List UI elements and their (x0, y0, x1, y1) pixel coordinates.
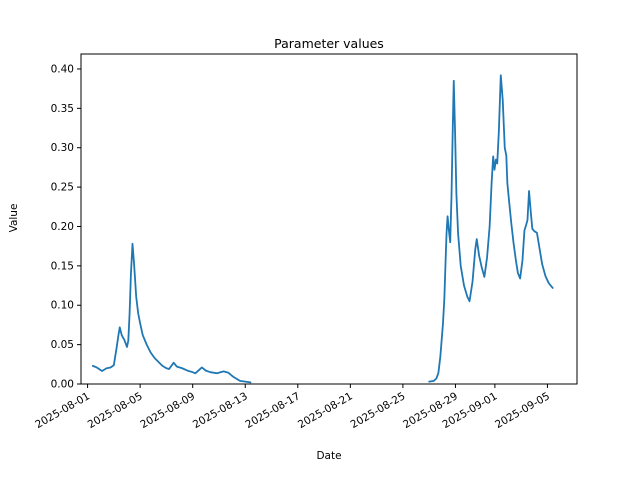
y-tick-label: 0.40 (51, 63, 74, 75)
y-tick-label: 0.20 (51, 221, 74, 233)
x-tick-label: 2025-09-05 (493, 390, 552, 431)
y-tick-label: 0.30 (51, 142, 74, 154)
y-axis-label: Value (8, 203, 20, 233)
data-line (428, 74, 554, 383)
x-tick-label: 2025-08-17 (243, 390, 302, 431)
data-line (91, 242, 252, 384)
y-tick-label: 0.15 (51, 260, 74, 272)
x-tick-label: 2025-08-25 (349, 390, 408, 431)
x-axis-label: Date (316, 450, 342, 462)
y-tick-label: 0.35 (51, 103, 74, 115)
x-tick-label: 2025-08-21 (296, 390, 355, 431)
chart-title: Parameter values (274, 36, 384, 51)
x-tick-label: 2025-08-09 (138, 390, 197, 431)
y-tick-label: 0.00 (51, 379, 74, 391)
x-tick-label: 2025-08-05 (86, 390, 145, 431)
axes-spines (80, 53, 578, 385)
y-tick-label: 0.25 (51, 182, 74, 194)
x-tick-label: 2025-08-13 (191, 390, 250, 431)
y-tick-label: 0.10 (51, 300, 74, 312)
y-tick-label: 0.05 (51, 339, 74, 351)
x-tick-label: 2025-08-01 (33, 390, 92, 431)
